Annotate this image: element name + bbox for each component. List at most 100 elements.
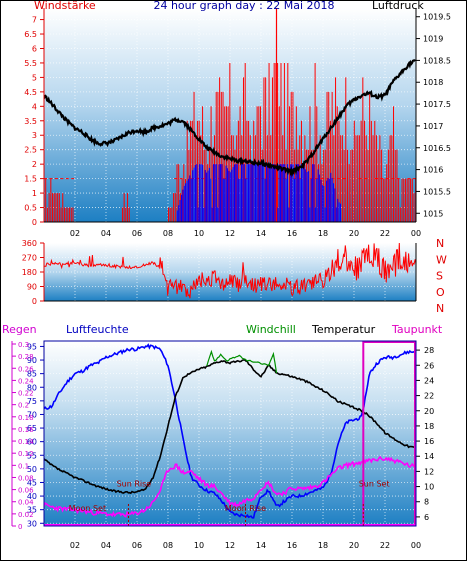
rain-tick-label: 0.24 xyxy=(18,377,34,385)
wind-x-tick-label: 10 xyxy=(194,229,204,238)
humidity-tick-label: 65 xyxy=(27,424,37,433)
temperature-legend: Temperatur xyxy=(311,323,376,336)
chart-title: 24 hour graph day : 22 Mai 2018 xyxy=(153,0,334,12)
compass-label: O xyxy=(436,286,445,299)
humidity-x-tick-label: 02 xyxy=(70,541,80,550)
humidity-x-tick-label: 08 xyxy=(163,541,173,550)
humidity-series-group xyxy=(44,341,416,526)
humidity-tick-label: 90 xyxy=(27,356,37,365)
direction-tick-label: 180 xyxy=(22,268,37,277)
wind-x-tick-label: 08 xyxy=(163,229,173,238)
humidity-x-tick-label: 20 xyxy=(349,541,359,550)
wind-x-tick-label: 18 xyxy=(318,229,328,238)
rain-tick-label: 0.08 xyxy=(18,474,34,482)
wind-x-tick-label: 14 xyxy=(256,229,266,238)
wind-tick-label: 6 xyxy=(32,44,37,53)
wind-tick-label: 2 xyxy=(32,160,37,169)
temperature-tick-label: 10 xyxy=(424,483,434,492)
pressure-tick-label: 1015 xyxy=(423,209,443,218)
humidity-tick-label: 45 xyxy=(27,478,37,487)
wind-series-group xyxy=(44,8,416,222)
wind-tick-label: 5.5 xyxy=(24,59,37,68)
windchill-line xyxy=(206,349,278,374)
dewpoint-line xyxy=(44,455,416,518)
humidity-x-tick-label: 22 xyxy=(380,541,390,550)
sun-moon-annotation: Moon Set xyxy=(69,504,106,513)
humidity-x-tick-label: 18 xyxy=(318,541,328,550)
wind-tick-label: 6.5 xyxy=(24,30,37,39)
wind-tick-label: 3.5 xyxy=(24,117,37,126)
rain-tick-label: 0.2 xyxy=(18,402,29,410)
rain-tick-label: 0 xyxy=(18,523,22,531)
rain-tick-label: 0.3 xyxy=(18,341,29,349)
humidity-x-tick-label: 10 xyxy=(194,541,204,550)
pressure-tick-label: 1019.5 xyxy=(423,13,451,22)
humidity-tick-label: 70 xyxy=(27,410,37,419)
wind-tick-label: 2.5 xyxy=(24,146,37,155)
temperature-tick-label: 16 xyxy=(424,437,434,446)
rain-tick-label: 0.06 xyxy=(18,487,34,495)
wind-tick-label: 0.5 xyxy=(24,204,37,213)
humidity-x-tick-label: 04 xyxy=(101,541,111,550)
temperature-tick-label: 18 xyxy=(424,422,434,431)
direction-tick-label: 270 xyxy=(22,254,37,263)
rain-axis-title: Regen xyxy=(2,323,37,336)
direction-series-group xyxy=(44,243,416,299)
wind-x-tick-label: 12 xyxy=(225,229,235,238)
compass-label: W xyxy=(436,253,447,266)
wind-tick-label: 3 xyxy=(32,131,37,140)
temperature-tick-label: 22 xyxy=(424,392,434,401)
temperature-tick-label: 6 xyxy=(424,513,429,522)
temperature-line xyxy=(44,359,416,495)
pressure-tick-label: 1016.5 xyxy=(423,144,451,153)
humidity-tick-label: 95 xyxy=(27,342,37,351)
humidity-x-tick-label: 14 xyxy=(256,541,266,550)
humidity-x-tick-label: 16 xyxy=(287,541,297,550)
temperature-tick-label: 24 xyxy=(424,376,434,385)
wind-direction-line xyxy=(44,243,416,299)
pressure-tick-label: 1017 xyxy=(423,122,443,131)
direction-tick-label: 90 xyxy=(27,283,37,292)
wind-x-tick-label: 02 xyxy=(70,229,80,238)
wind-tick-label: 1.5 xyxy=(24,175,37,184)
compass-label: N xyxy=(436,302,444,315)
rain-tick-label: 0.14 xyxy=(18,438,34,446)
pressure-tick-label: 1015.5 xyxy=(423,187,451,196)
temperature-tick-label: 14 xyxy=(424,452,434,461)
humidity-line xyxy=(44,343,416,519)
temperature-tick-label: 20 xyxy=(424,407,434,416)
humidity-tick-label: 55 xyxy=(27,451,37,460)
rain-tick-label: 0.22 xyxy=(18,390,34,398)
direction-tick-label: 0 xyxy=(32,297,37,306)
windchill-legend: Windchill xyxy=(246,323,296,336)
temperature-tick-label: 12 xyxy=(424,467,434,476)
wind-tick-label: 0 xyxy=(32,218,37,227)
humidity-panel-frame xyxy=(43,340,417,527)
direction-tick-label: 360 xyxy=(22,239,37,248)
dewpoint-legend: Taupunkt xyxy=(391,323,443,336)
sun-moon-annotation: Moon Rise xyxy=(225,504,266,513)
wind-tick-label: 4 xyxy=(32,102,37,111)
rain-tick-label: 0.16 xyxy=(18,426,34,434)
humidity-tick-label: 40 xyxy=(27,492,37,501)
sun-moon-annotation: Sun Rise xyxy=(117,480,152,489)
wind-tick-label: 4.5 xyxy=(24,88,37,97)
wind-x-tick-label: 16 xyxy=(287,229,297,238)
pressure-tick-label: 1018 xyxy=(423,78,443,87)
compass-label: S xyxy=(436,270,443,283)
wind-x-tick-label: 00 xyxy=(411,229,421,238)
compass-label: N xyxy=(436,237,444,250)
humidity-x-tick-label: 00 xyxy=(411,541,421,550)
temperature-tick-label: 28 xyxy=(424,346,434,355)
pressure-tick-label: 1019 xyxy=(423,35,443,44)
rain-tick-label: 0.28 xyxy=(18,353,34,361)
wind-x-tick-label: 04 xyxy=(101,229,111,238)
rain-tick-label: 0.02 xyxy=(18,511,34,519)
temperature-tick-label: 8 xyxy=(424,498,429,507)
wind-x-tick-label: 20 xyxy=(349,229,359,238)
humidity-tick-label: 30 xyxy=(27,519,37,528)
wind-x-tick-label: 06 xyxy=(132,229,142,238)
pressure-tick-label: 1016 xyxy=(423,166,443,175)
pressure-line xyxy=(44,59,416,178)
